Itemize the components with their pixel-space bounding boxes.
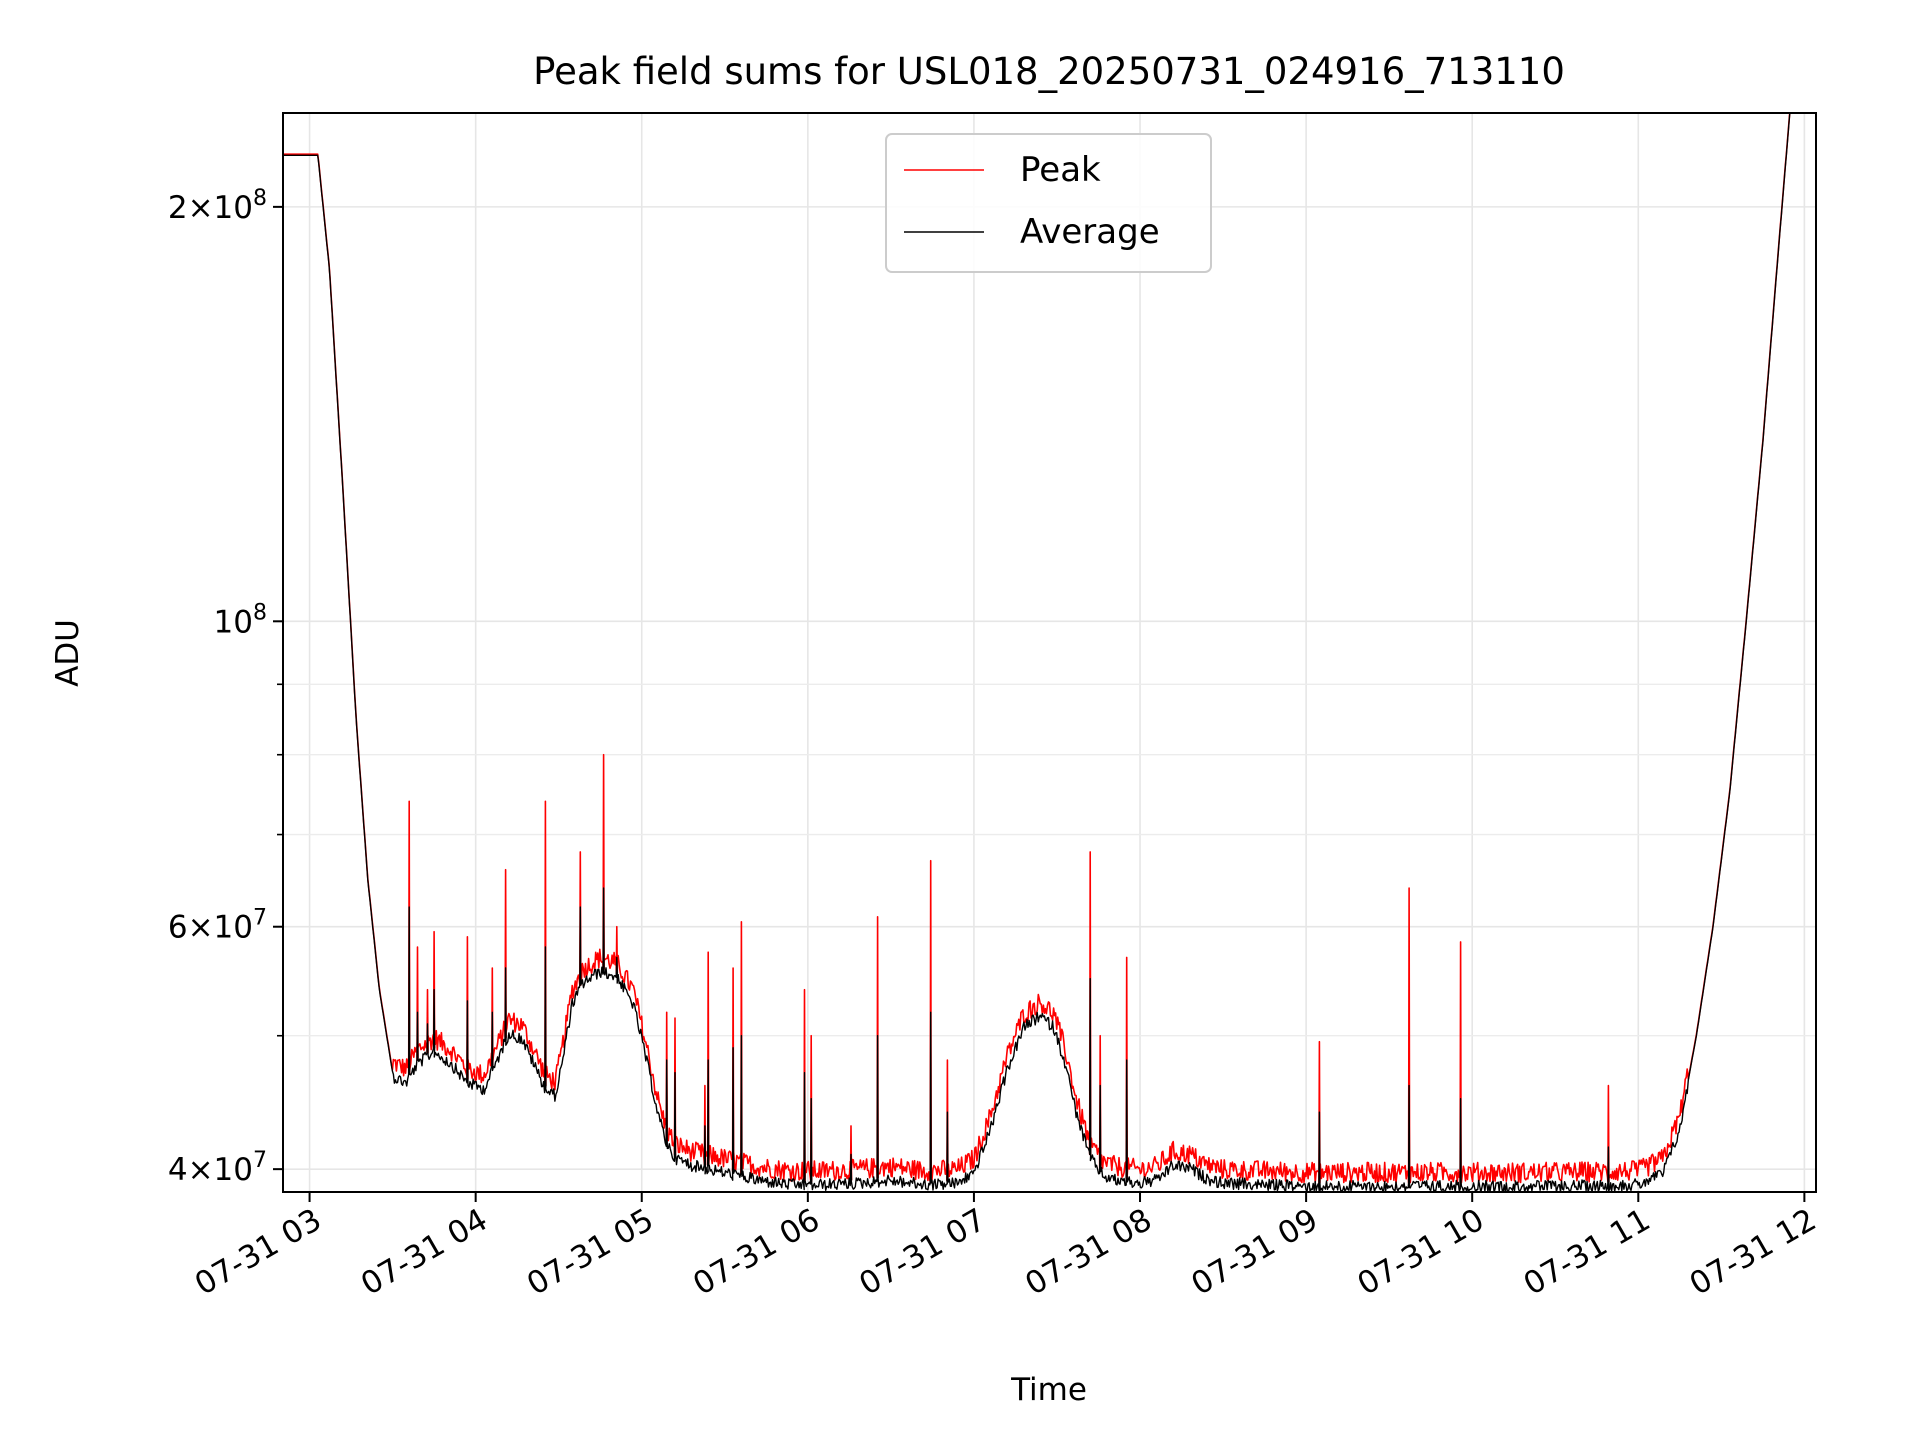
legend-entry-label: Average (1020, 212, 1160, 252)
y-tick-label: 6×107 (168, 906, 267, 946)
x-axis-label: Time (1010, 1372, 1087, 1408)
legend-box (885, 133, 1212, 273)
legend: Peak Average (885, 133, 1212, 273)
chart-title: Peak field sums for USL018_20250731_0249… (533, 50, 1565, 93)
y-axis-label: ADU (50, 619, 86, 687)
legend-entry-label: Peak (1020, 150, 1101, 190)
series-average-line (283, 113, 1791, 1192)
y-tick-label: 108 (214, 600, 267, 640)
y-axis: 4×107 6×107 108 2×108 (168, 186, 283, 1188)
y-tick-label: 4×107 (168, 1148, 267, 1188)
y-tick-label: 2×108 (168, 186, 267, 226)
axes-frame (282, 112, 1817, 1193)
plot-area (283, 113, 1791, 1192)
